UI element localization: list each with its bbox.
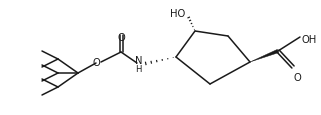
Text: N: N: [134, 56, 142, 65]
Text: HO: HO: [170, 9, 185, 19]
Text: O: O: [294, 72, 302, 82]
Text: OH: OH: [301, 35, 316, 45]
Text: O: O: [92, 58, 100, 67]
Polygon shape: [250, 50, 279, 62]
Text: H: H: [136, 65, 142, 74]
Text: O: O: [117, 33, 125, 43]
